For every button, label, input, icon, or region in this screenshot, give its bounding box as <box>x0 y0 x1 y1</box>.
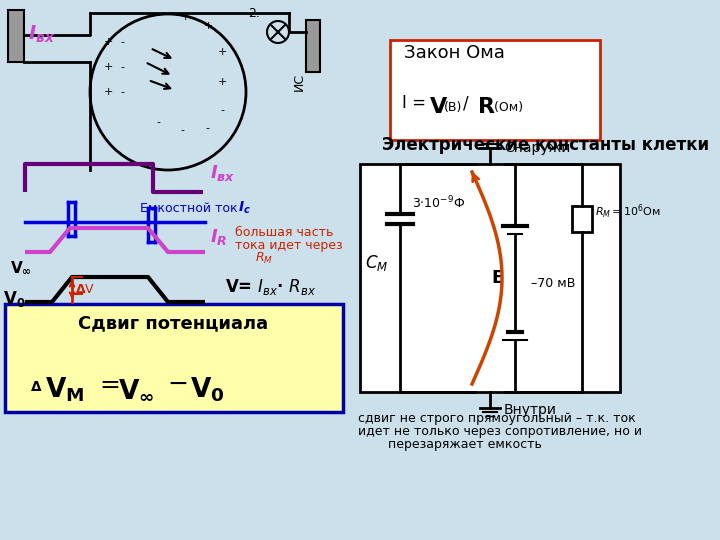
Bar <box>306 20 320 72</box>
Text: $\mathbf{V_\infty}$: $\mathbf{V_\infty}$ <box>118 377 154 403</box>
Text: (Ом): (Ом) <box>490 101 523 114</box>
Text: +: + <box>217 77 227 87</box>
Text: Закон Ома: Закон Ома <box>404 44 505 62</box>
Text: перезаряжает емкость: перезаряжает емкость <box>388 438 542 451</box>
Text: $_{\mathbf{\Delta}}$: $_{\mathbf{\Delta}}$ <box>30 375 42 394</box>
Bar <box>5 304 343 412</box>
Text: идет не только через сопротивление, но и: идет не только через сопротивление, но и <box>358 425 642 438</box>
Text: V: V <box>430 97 447 117</box>
Text: сдвиг не строго прямоугольный – т.к. ток: сдвиг не строго прямоугольный – т.к. ток <box>358 412 636 425</box>
Text: $\mathbf{V_M}$: $\mathbf{V_M}$ <box>45 375 84 403</box>
Text: +: + <box>103 87 113 97</box>
Text: Электрические константы клетки: Электрические константы клетки <box>382 136 709 154</box>
Text: $\bfit{I_{вх}}$: $\bfit{I_{вх}}$ <box>210 163 235 183</box>
Text: 2.: 2. <box>248 7 260 20</box>
Text: большая часть: большая часть <box>235 226 333 239</box>
Text: $\mathbf{V_\infty}$: $\mathbf{V_\infty}$ <box>10 259 32 276</box>
Text: -: - <box>120 37 124 47</box>
Text: Сдвиг потенциала: Сдвиг потенциала <box>78 314 268 332</box>
Text: +: + <box>103 62 113 72</box>
Text: ИС: ИС <box>293 73 306 91</box>
Text: -: - <box>120 87 124 97</box>
Text: Емкостной ток: Емкостной ток <box>140 202 242 215</box>
Text: $\bf{\Delta}$V: $\bf{\Delta}$V <box>75 283 95 296</box>
Text: $C_M$: $C_M$ <box>365 253 388 273</box>
Text: $R_M$: $R_M$ <box>255 251 273 266</box>
Text: +: + <box>203 21 212 31</box>
Text: +: + <box>217 47 227 57</box>
Text: $3{\cdot}10^{-9}$Ф: $3{\cdot}10^{-9}$Ф <box>412 194 465 211</box>
Text: +: + <box>103 37 113 47</box>
Text: /: / <box>463 94 474 112</box>
Text: -: - <box>205 123 209 133</box>
Text: тока идет через: тока идет через <box>235 239 343 252</box>
Text: -: - <box>120 62 124 72</box>
Text: V= $I_{вх}$· $R_{вх}$: V= $I_{вх}$· $R_{вх}$ <box>225 277 316 297</box>
Text: $\bfit{I_c}$: $\bfit{I_c}$ <box>238 200 251 217</box>
Bar <box>8 10 24 62</box>
Text: $=$: $=$ <box>95 371 120 395</box>
Text: E: E <box>491 269 503 287</box>
Bar <box>360 164 620 392</box>
Text: –70 мВ: –70 мВ <box>531 277 575 290</box>
Text: R: R <box>478 97 495 117</box>
Text: +: + <box>180 12 189 22</box>
Text: -: - <box>156 117 160 127</box>
Text: $\mathbf{V_0}$: $\mathbf{V_0}$ <box>3 289 25 309</box>
Text: (В): (В) <box>444 101 462 114</box>
Text: -: - <box>220 105 224 115</box>
Text: $\bfit{I_R}$: $\bfit{I_R}$ <box>210 227 228 247</box>
Text: -: - <box>180 125 184 135</box>
Bar <box>390 40 600 140</box>
Text: $\mathbf{V_0}$: $\mathbf{V_0}$ <box>190 375 225 403</box>
Text: $-$: $-$ <box>167 371 187 395</box>
Bar <box>572 206 592 232</box>
Text: Снаружи: Снаружи <box>504 141 570 155</box>
Text: I =: I = <box>402 94 431 112</box>
Text: $\bfit{I_{вх}}$: $\bfit{I_{вх}}$ <box>28 24 55 45</box>
Text: $R_M{=}10^6$Ом: $R_M{=}10^6$Ом <box>595 203 661 221</box>
Text: Внутри: Внутри <box>504 403 557 417</box>
